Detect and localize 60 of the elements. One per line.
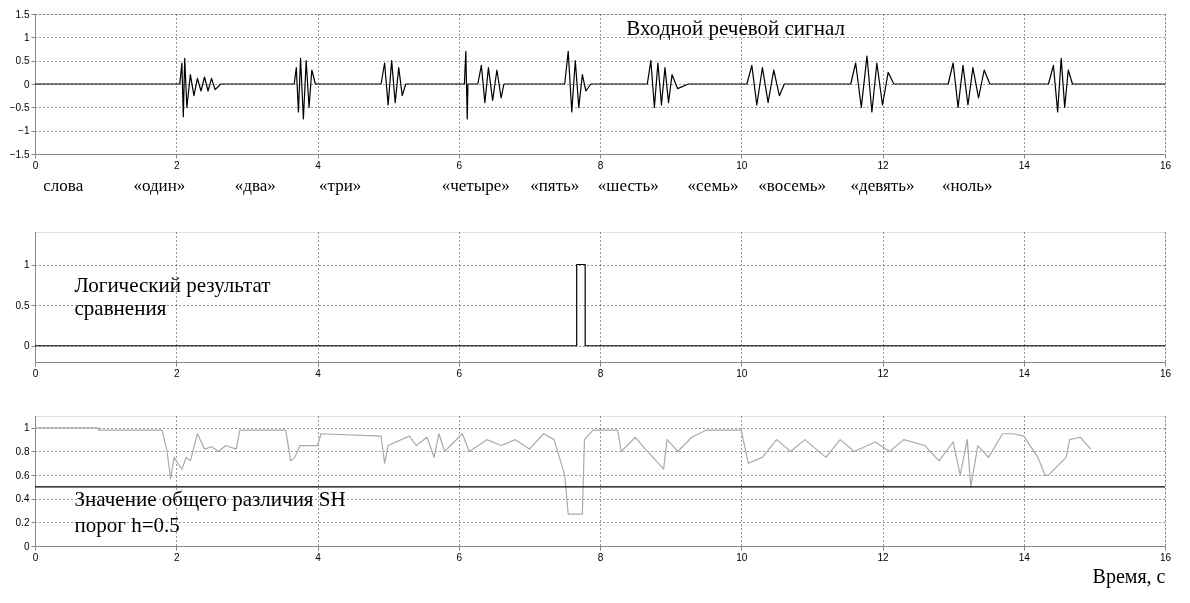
annotation: Входной речевой сигнал: [626, 16, 845, 41]
x-tick-label: 12: [877, 551, 889, 563]
text: «два»: [234, 175, 276, 195]
x-axis-title: Время, с: [1092, 564, 1166, 588]
x-tick-label: 2: [173, 159, 180, 171]
y-tick-label: 0: [23, 78, 30, 90]
y-tick-label: 0.6: [15, 469, 30, 481]
y-tick-label: 1: [23, 259, 30, 270]
annotation: Значение общего различия SH: [74, 486, 346, 511]
x-tick-label: 4: [315, 551, 322, 563]
y-tick-label: 0: [23, 340, 30, 352]
y-tick-label: 0.2: [15, 516, 30, 528]
x-tick-label: 16: [1159, 159, 1172, 171]
x-tick-label: 8: [597, 367, 604, 379]
line-series: [35, 427, 1092, 515]
y-tick-label: 1: [23, 31, 30, 43]
x-tick-label: 6: [456, 551, 463, 563]
x-tick-label: 14: [1018, 367, 1031, 379]
y-tick-label: 1.5: [15, 8, 30, 20]
text: «три»: [318, 175, 362, 195]
x-tick-label: 10: [736, 551, 748, 563]
text: «один»: [133, 175, 186, 195]
y-tick-label: −1.5: [9, 148, 30, 160]
text: «девять»: [850, 175, 915, 195]
x-tick-label: 14: [1018, 159, 1031, 171]
x-tick-label: 16: [1159, 367, 1172, 379]
x-tick-label: 2: [173, 367, 180, 379]
annotation: порог h=0.5: [74, 512, 180, 537]
text: «ноль»: [941, 175, 993, 195]
x-tick-label: 8: [597, 159, 604, 171]
annotation: Логический результат сравнения: [74, 272, 271, 320]
y-tick-label: 0.5: [15, 299, 30, 311]
text: «шесть»: [597, 175, 659, 195]
x-tick-label: 2: [173, 551, 180, 563]
x-tick-label: 10: [736, 159, 748, 171]
y-tick-label: −0.5: [9, 101, 30, 113]
x-tick-label: 4: [315, 367, 322, 379]
y-tick-label: 0.8: [15, 445, 30, 457]
x-tick-label: 12: [877, 159, 889, 171]
text: «пять»: [530, 175, 580, 195]
x-tick-label: 0: [32, 159, 39, 171]
x-tick-label: 0: [32, 551, 39, 563]
x-tick-label: 6: [456, 159, 463, 171]
x-tick-label: 4: [315, 159, 322, 171]
text: «семь»: [687, 175, 739, 195]
y-tick-label: −1: [18, 125, 30, 137]
x-tick-label: 0: [32, 367, 39, 379]
y-tick-label: 0.4: [15, 493, 30, 505]
x-tick-label: 14: [1018, 551, 1031, 563]
text: «четыре»: [441, 175, 510, 195]
x-tick-label: 10: [736, 367, 748, 379]
x-tick-label: 6: [456, 367, 463, 379]
y-tick-label: 0: [23, 540, 30, 552]
text: слова: [43, 175, 84, 195]
x-tick-label: 16: [1159, 551, 1172, 563]
x-tick-label: 12: [877, 367, 889, 379]
y-tick-label: 0.5: [15, 55, 30, 67]
y-tick-label: 1: [23, 422, 30, 434]
text: «восемь»: [758, 175, 826, 195]
x-tick-label: 8: [597, 551, 604, 563]
